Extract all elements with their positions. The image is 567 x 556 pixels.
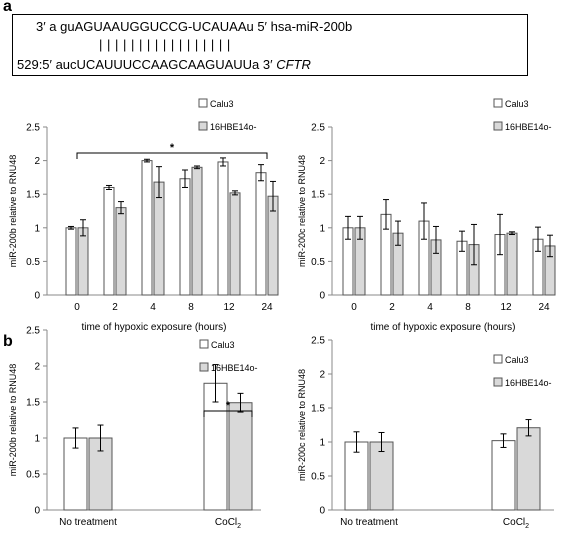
pairing-lines: | | | | | | | | | | | | | | | | | xyxy=(99,37,231,52)
chart-3: 0 0.5 1 1.5 2 2.5 miR-200b relative to RNU48 No… xyxy=(8,326,261,530)
x-tick-label: 24 xyxy=(538,302,550,313)
legend-label-hbe: 16HBE14o- xyxy=(211,363,258,373)
significance-label: * xyxy=(170,142,175,154)
legend-swatch-hbe xyxy=(493,377,503,387)
y-axis-label: miR-200b relative to RNU48 xyxy=(8,364,18,477)
bar-calu3-cocl2 xyxy=(491,440,516,511)
legend-swatch-calu3 xyxy=(199,339,209,349)
bar-hbe-cocl2 xyxy=(228,402,253,511)
chart-1: 0 0.5 1 1.5 2 2.5 miR-200b relative to RNU48 0 2… xyxy=(8,98,279,333)
sequence-alignment-box: 3′ a guAGUAAUGGUCCG-UCAUAAu 5′ hsa-miR-2… xyxy=(12,14,528,76)
panel-label-a: a xyxy=(3,0,12,15)
x-tick-label: 12 xyxy=(500,302,512,313)
legend-label-calu3: Calu3 xyxy=(210,99,234,109)
bar-hbe-no-treatment xyxy=(369,441,394,511)
y-tick-label: 0.5 xyxy=(26,257,40,268)
bar-calu3-4 xyxy=(141,160,153,296)
bar-calu3-8 xyxy=(179,178,191,296)
bar-hbe-0 xyxy=(77,227,89,296)
y-tick-label: 0 xyxy=(34,291,40,302)
y-tick-label: 0.5 xyxy=(26,470,40,481)
x-tick-label: 4 xyxy=(427,302,433,313)
bar-hbe-2 xyxy=(115,207,127,296)
chart-4: 0 0.5 1 1.5 2 2.5 miR-200c relative to RNU48 No… xyxy=(297,336,554,530)
y-tick-label: 1 xyxy=(319,438,325,449)
y-tick-label: 1 xyxy=(34,434,40,445)
x-tick-label: 24 xyxy=(261,302,273,313)
x-tick-label: No treatment xyxy=(340,517,398,528)
x-axis-label: time of hypoxic exposure (hours) xyxy=(81,322,226,333)
y-tick-label: 1.5 xyxy=(311,404,325,415)
x-tick-label: 12 xyxy=(223,302,235,313)
y-tick-label: 2 xyxy=(34,362,40,373)
legend-swatch-calu3 xyxy=(493,98,503,108)
y-tick-label: 2 xyxy=(319,156,325,167)
target-sequence: 529:5′ aucUCAUUUCCAAGCAAGUAUUa 3′ CFTR xyxy=(17,57,311,72)
bar-calu3-12 xyxy=(217,161,229,296)
y-tick-label: 1.5 xyxy=(311,190,325,201)
y-tick-label: 2 xyxy=(319,370,325,381)
bar-calu3-no-treatment xyxy=(63,437,88,511)
target-sequence-text: 529:5′ aucUCAUUUCCAAGCAAGUAUUa 3′ xyxy=(17,57,277,72)
y-tick-label: 0 xyxy=(319,506,325,517)
y-axis-label: miR-200c relative to RNU48 xyxy=(297,155,307,267)
y-tick-label: 0.5 xyxy=(311,472,325,483)
bar-hbe-cocl2 xyxy=(516,427,541,511)
x-tick-label: No treatment xyxy=(59,517,117,528)
bar-hbe-8 xyxy=(191,166,203,296)
x-tick-label: CoCl2 xyxy=(503,517,529,530)
x-tick-label: 4 xyxy=(150,302,156,313)
mirna-sequence: 3′ a guAGUAAUGGUCCG-UCAUAAu 5′ hsa-miR-2… xyxy=(36,19,353,34)
y-tick-label: 1.5 xyxy=(26,190,40,201)
y-tick-label: 0.5 xyxy=(311,257,325,268)
bar-calu3-0 xyxy=(65,227,77,296)
y-tick-label: 0 xyxy=(319,291,325,302)
y-axis-label: miR-200b relative to RNU48 xyxy=(8,155,18,268)
legend-label-calu3: Calu3 xyxy=(211,340,235,350)
x-axis-label: time of hypoxic exposure (hours) xyxy=(370,322,515,333)
x-tick-label: 0 xyxy=(351,302,357,313)
panel-label-b: b xyxy=(3,333,13,350)
y-tick-label: 1.5 xyxy=(26,398,40,409)
y-tick-label: 2.5 xyxy=(311,123,325,134)
legend-label-hbe: 16HBE14o- xyxy=(505,122,552,132)
x-tick-label: 8 xyxy=(465,302,471,313)
significance-bracket xyxy=(76,152,268,159)
legend-label-hbe: 16HBE14o- xyxy=(505,378,552,388)
legend-swatch-calu3 xyxy=(198,98,208,108)
legend-swatch-hbe xyxy=(493,121,503,131)
bar-hbe-4 xyxy=(153,181,165,296)
y-tick-label: 2 xyxy=(34,156,40,167)
bar-hbe-12 xyxy=(229,192,241,296)
y-tick-label: 2.5 xyxy=(311,336,325,347)
x-tick-label: 2 xyxy=(389,302,395,313)
x-tick-label: 8 xyxy=(188,302,194,313)
legend-swatch-hbe xyxy=(199,362,209,372)
legend-swatch-hbe xyxy=(198,121,208,131)
significance-bracket xyxy=(203,410,253,417)
target-gene-name: CFTR xyxy=(276,57,311,72)
bar-calu3-2 xyxy=(103,186,115,296)
significance-label: * xyxy=(226,400,231,412)
legend-swatch-calu3 xyxy=(493,354,503,364)
y-tick-label: 2.5 xyxy=(26,123,40,134)
bar-calu3-24 xyxy=(255,172,267,296)
y-tick-label: 0 xyxy=(34,506,40,517)
legend-label-calu3: Calu3 xyxy=(505,99,529,109)
bar-hbe-12 xyxy=(506,232,518,296)
legend-label-hbe: 16HBE14o- xyxy=(210,122,257,132)
x-tick-label: 0 xyxy=(74,302,80,313)
chart-2: 0 0.5 1 1.5 2 2.5 miR-200c relative to RNU48 0 2… xyxy=(297,98,556,333)
y-tick-label: 1 xyxy=(34,223,40,234)
y-tick-label: 1 xyxy=(319,223,325,234)
y-axis-label: miR-200c relative to RNU48 xyxy=(297,369,307,481)
x-tick-label: CoCl2 xyxy=(215,517,241,530)
y-tick-label: 2.5 xyxy=(26,326,40,337)
legend-label-calu3: Calu3 xyxy=(505,355,529,365)
x-tick-label: 2 xyxy=(112,302,118,313)
